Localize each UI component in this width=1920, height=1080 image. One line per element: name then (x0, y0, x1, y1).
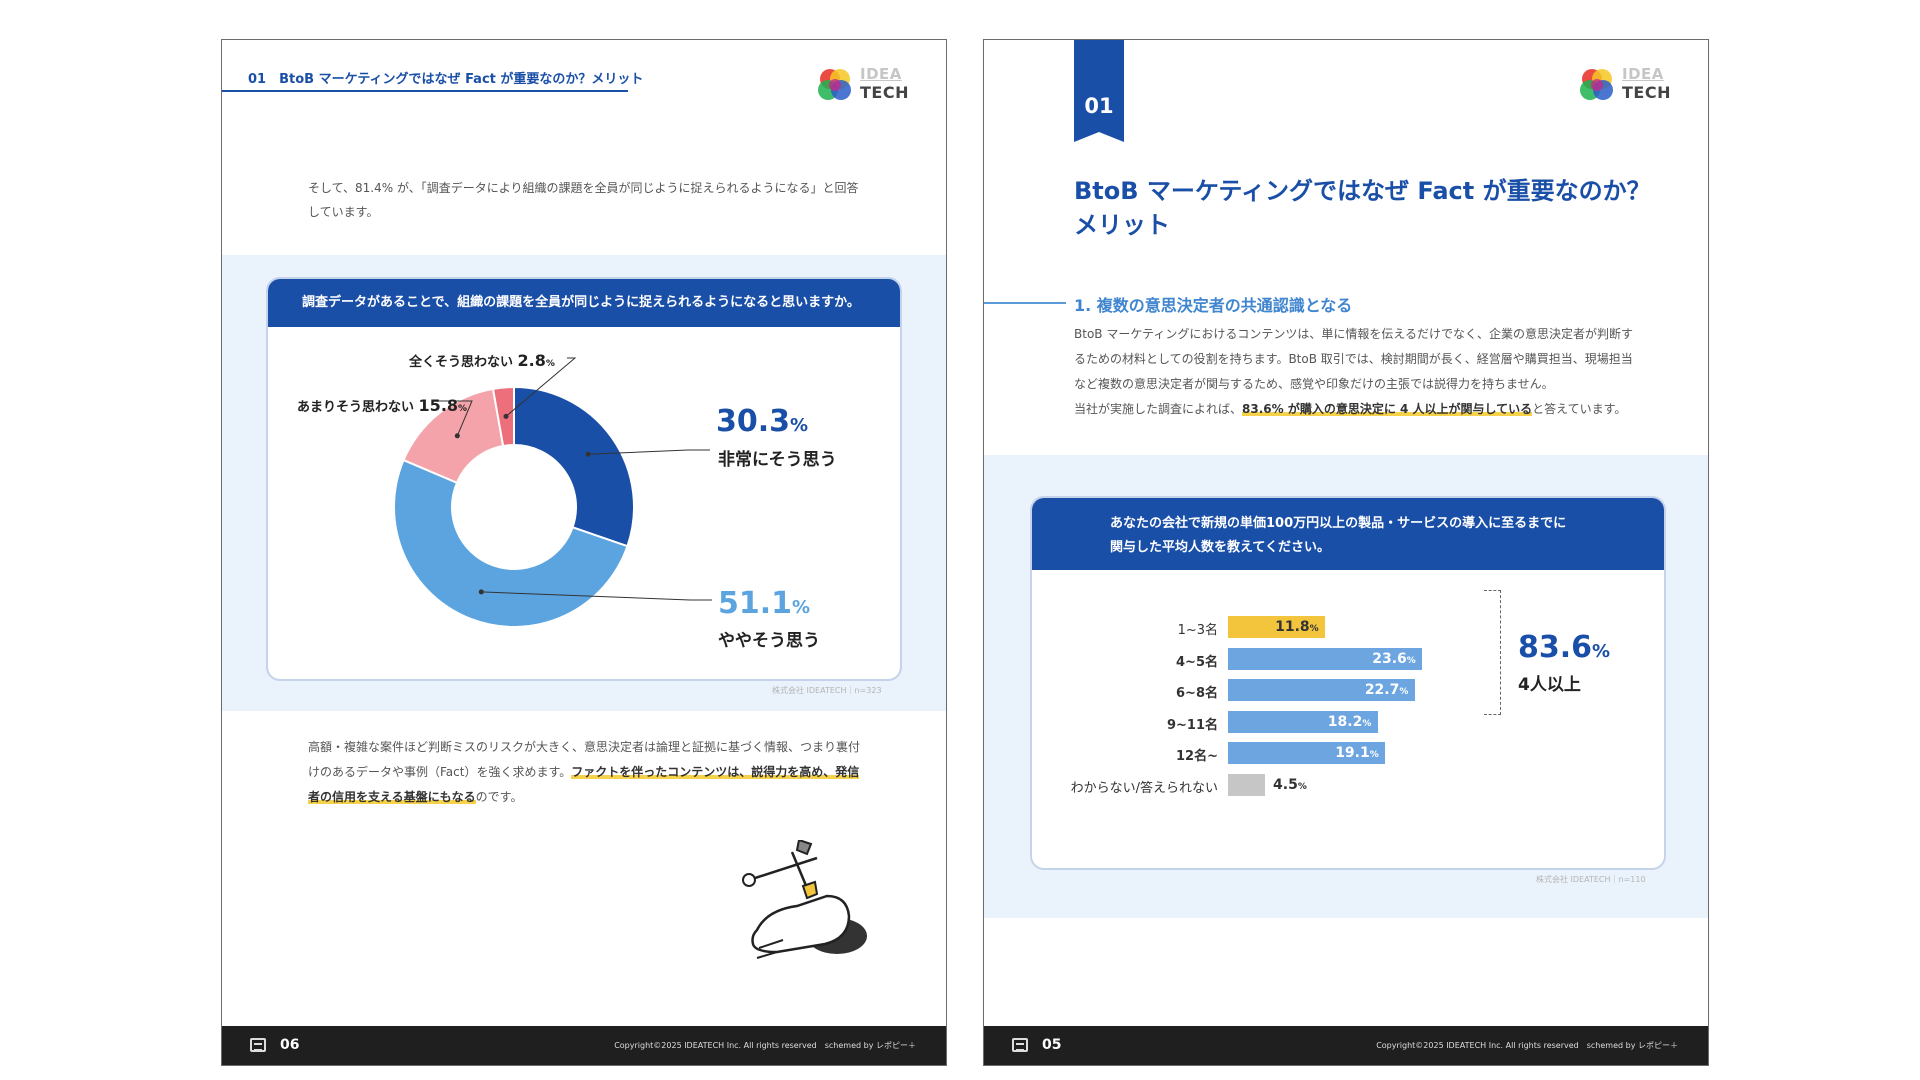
bar-category-label: 4~5名 (1176, 654, 1218, 670)
bar-value-label: 23.6% (1372, 650, 1416, 667)
bar-value-label: 4.5% (1273, 777, 1307, 793)
bar-5 (1228, 774, 1266, 796)
logo-text-tech: TECH (1622, 83, 1671, 102)
bar-value-label: 19.1% (1335, 745, 1379, 762)
logo-text-tech: TECH (860, 83, 909, 102)
slice-label-amari: あまりそう思わない 15.8% (297, 396, 467, 415)
bar-3 (1228, 710, 1378, 733)
bar-question-line1: あなたの会社で新規の単価100万円以上の製品・サービスの導入に至るまでに (1110, 516, 1567, 531)
page-header: 01 BtoB マーケティングではなぜ Fact が重要なのか？メリット (248, 72, 644, 87)
logo-text-idea: IDEA (860, 65, 902, 83)
slice-label-zenku: 全くそう思わない 2.8% (409, 351, 555, 370)
bar-question-line2: 関与した平均人数を教えてください。 (1110, 540, 1330, 555)
bar-4 (1228, 742, 1386, 765)
paragraph-highlight: 83.6% が購入の意思決定に 4 人以上が関与している (1242, 402, 1533, 416)
bracket-caption: 4人以上 (1518, 675, 1581, 695)
body-text: 高額・複雑な案件ほど判断ミスのリスクが大きく、意思決定者は論理と証拠に基づく情報… (308, 740, 861, 779)
logo-mark-icon (1580, 69, 1613, 100)
bar-question: あなたの会社で新規の単価100万円以上の製品・サービスの導入に至るまでに 関与し… (1032, 498, 1664, 570)
bar-category-label: 12名~ (1176, 749, 1218, 765)
ideatech-logo: IDEA TECH (816, 64, 912, 104)
subheading: 1. 複数の意思決定者の共通認識となる (1074, 296, 1353, 315)
bar-category-label: 6~8名 (1176, 686, 1218, 702)
section-title-line2: メリット (1074, 211, 1170, 239)
bar-category-label: 1~3名 (1177, 623, 1218, 638)
paragraph2-text: 当社が実施した調査によれば、 (1074, 402, 1243, 416)
copyright: Copyright©2025 IDEATECH Inc. All rights … (1376, 1041, 1678, 1050)
bracket-value: 83.6% (1518, 630, 1611, 665)
ideatech-logo: IDEA TECH (1578, 64, 1674, 104)
body-paragraph: BtoB マーケティングにおけるコンテンツは、単に情報を伝えるだけでなく、企業の… (1074, 322, 1634, 422)
chapter-ribbon: 01 (1074, 40, 1124, 142)
bar-value-label: 18.2% (1327, 713, 1372, 730)
chart-source: 株式会社 IDEATECH｜n=110 (1536, 875, 1646, 884)
donut-question: 調査データがあることで、組織の課題を全員が同じように捉えられるようになると思いま… (268, 279, 900, 327)
slice-label-hijou: 非常にそう思う (718, 450, 837, 470)
slice-value: 2.8% (517, 351, 555, 370)
book-icon (250, 1038, 266, 1052)
subheading-rule (984, 302, 1066, 304)
slice-value: 15.8% (418, 396, 468, 415)
bar-2 (1228, 679, 1415, 702)
slice-value-hijou: 30.3% (716, 404, 809, 439)
bar-1 (1228, 647, 1423, 670)
slice-name: 全くそう思わない (409, 355, 514, 370)
page-footer: 06 Copyright©2025 IDEATECH Inc. All righ… (222, 1026, 946, 1065)
body-text-end: のです。 (475, 790, 523, 804)
bar-value-label: 22.7% (1364, 682, 1409, 699)
paragraph2-text-end: と答えています。 (1532, 402, 1627, 416)
bar-0 (1228, 616, 1326, 638)
bar-category-label: わからない/答えられない (1070, 781, 1218, 796)
chart-source: 株式会社 IDEATECH｜n=323 (772, 686, 882, 695)
intro-text: そして、81.4% が、「調査データにより組織の課題を全員が同じように捉えられる… (308, 181, 859, 219)
bar-category-label: 9~11名 (1166, 717, 1218, 733)
section-title-line1: BtoB マーケティングではなぜ Fact が重要なのか？ (1074, 177, 1651, 205)
logo-mark-icon (818, 69, 851, 100)
book-icon (1012, 1038, 1028, 1052)
paragraph-text: BtoB マーケティングにおけるコンテンツは、単に情報を伝えるだけでなく、企業の… (1074, 327, 1634, 391)
slice-name: あまりそう思わない (297, 400, 415, 415)
slice-label-yaya: ややそう思う (718, 631, 820, 651)
page-05: 01 IDEA TECH BtoB マーケティングではなぜ Fact が重要なの… (983, 39, 1709, 1066)
page-number: 05 (1042, 1037, 1062, 1053)
header-underline (222, 90, 628, 92)
slice-value-yaya: 51.1% (718, 586, 811, 621)
bracket-4plus (1484, 590, 1501, 715)
page-number: 06 (280, 1037, 300, 1053)
copyright: Copyright©2025 IDEATECH Inc. All rights … (614, 1041, 916, 1050)
bar-value-label: 11.8% (1275, 619, 1319, 635)
hand-holding-tool-illustration (742, 840, 867, 959)
chapter-number: 01 (1084, 94, 1114, 118)
body-paragraph: 高額・複雑な案件ほど判断ミスのリスクが大きく、意思決定者は論理と証拠に基づく情報… (308, 735, 868, 810)
page-footer: 05 Copyright©2025 IDEATECH Inc. All righ… (984, 1026, 1708, 1065)
section-title: BtoB マーケティングではなぜ Fact が重要なのか？ メリット (1074, 174, 1674, 242)
page-06: 01 BtoB マーケティングではなぜ Fact が重要なのか？メリット IDE… (221, 39, 947, 1066)
logo-text-idea: IDEA (1622, 65, 1664, 83)
